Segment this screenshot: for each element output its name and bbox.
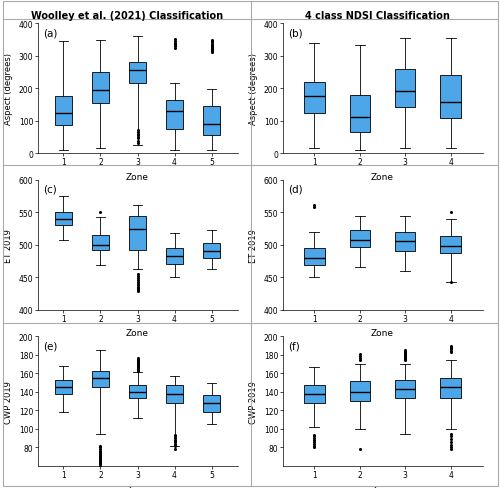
PathPatch shape — [166, 386, 183, 403]
PathPatch shape — [203, 244, 220, 258]
Text: 4 class NDSI Classification: 4 class NDSI Classification — [305, 11, 450, 20]
Y-axis label: CWP 2019: CWP 2019 — [250, 380, 258, 423]
PathPatch shape — [129, 63, 146, 84]
PathPatch shape — [350, 231, 370, 247]
X-axis label: Zone: Zone — [371, 328, 394, 338]
PathPatch shape — [395, 380, 415, 399]
PathPatch shape — [166, 101, 183, 129]
PathPatch shape — [129, 216, 146, 250]
Y-axis label: ET 2019: ET 2019 — [249, 228, 258, 262]
X-axis label: Zone: Zone — [371, 485, 394, 488]
Y-axis label: Aspect (degrees): Aspect (degrees) — [249, 53, 258, 125]
Y-axis label: ET 2019: ET 2019 — [4, 228, 13, 262]
PathPatch shape — [440, 237, 461, 254]
PathPatch shape — [350, 96, 370, 133]
Text: (d): (d) — [288, 184, 303, 194]
PathPatch shape — [304, 248, 324, 266]
Text: (a): (a) — [44, 28, 58, 38]
PathPatch shape — [92, 73, 109, 103]
PathPatch shape — [395, 232, 415, 252]
PathPatch shape — [203, 395, 220, 412]
PathPatch shape — [440, 378, 461, 399]
X-axis label: Zone: Zone — [126, 172, 149, 182]
PathPatch shape — [350, 381, 370, 401]
X-axis label: Zone: Zone — [371, 172, 394, 182]
PathPatch shape — [203, 107, 220, 136]
PathPatch shape — [55, 213, 72, 226]
Text: (f): (f) — [288, 341, 300, 350]
X-axis label: Zone: Zone — [126, 328, 149, 338]
PathPatch shape — [304, 385, 324, 403]
X-axis label: Zone: Zone — [126, 485, 149, 488]
Text: (e): (e) — [44, 341, 58, 350]
PathPatch shape — [440, 76, 461, 119]
Y-axis label: CWP 2019: CWP 2019 — [4, 380, 14, 423]
PathPatch shape — [304, 83, 324, 113]
Y-axis label: Aspect (degrees): Aspect (degrees) — [4, 53, 13, 125]
PathPatch shape — [92, 371, 109, 387]
Text: (c): (c) — [44, 184, 57, 194]
PathPatch shape — [92, 236, 109, 250]
PathPatch shape — [395, 70, 415, 108]
PathPatch shape — [55, 97, 72, 126]
Text: Woolley et al. (2021) Classification: Woolley et al. (2021) Classification — [32, 11, 224, 20]
PathPatch shape — [166, 248, 183, 264]
Text: (b): (b) — [288, 28, 303, 38]
PathPatch shape — [129, 385, 146, 399]
PathPatch shape — [55, 380, 72, 394]
